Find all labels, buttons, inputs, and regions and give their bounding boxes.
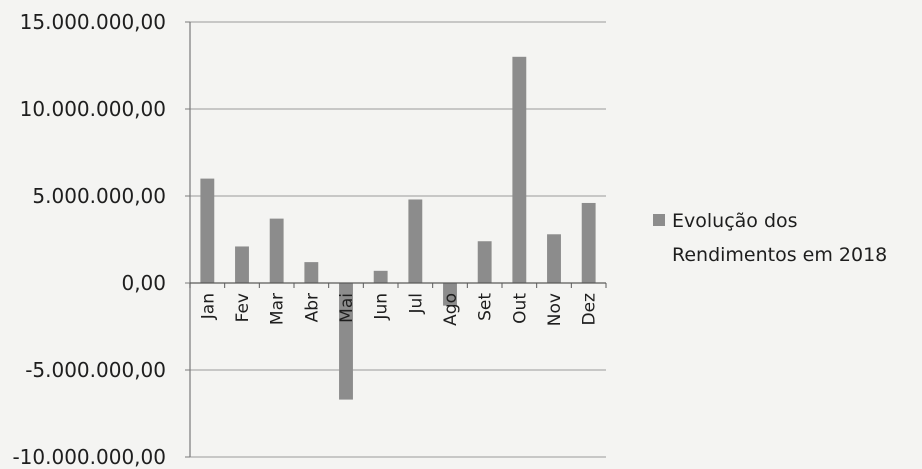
bar-nov bbox=[547, 234, 561, 283]
x-tick-labels: Jan Fev Mar Abr Mai Jun Jul Ago Set Out Nov Dez bbox=[198, 293, 599, 327]
bar-jun bbox=[373, 270, 388, 283]
bar-out bbox=[512, 56, 527, 283]
bar-mai bbox=[339, 283, 353, 400]
bar-set bbox=[477, 241, 492, 283]
bar-mar bbox=[269, 218, 284, 283]
y-tick-labels: 15.000.000,00 10.000.000,00 5.000.000,00 0,… bbox=[12, 10, 166, 469]
legend-swatch bbox=[653, 214, 665, 226]
x-tick-label-ago: Ago bbox=[441, 293, 461, 326]
bars bbox=[200, 56, 596, 400]
legend: Evolução dos Rendimentos em 2018 bbox=[653, 210, 887, 266]
x-tick-label-fev: Fev bbox=[233, 293, 253, 322]
y-tick-label: 10.000.000,00 bbox=[20, 97, 166, 121]
x-tick-label-jan: Jan bbox=[198, 293, 218, 320]
bar-jan bbox=[200, 178, 215, 283]
legend-label-line-1: Evolução dos bbox=[672, 210, 798, 232]
x-tick-label-jun: Jun bbox=[372, 293, 392, 321]
axes bbox=[185, 21, 607, 458]
bar-fev bbox=[235, 246, 249, 283]
x-tick-label-mar: Mar bbox=[268, 293, 288, 325]
x-tick-label-abr: Abr bbox=[302, 293, 322, 322]
y-tick-label: 0,00 bbox=[121, 271, 166, 295]
bar-ago bbox=[443, 283, 457, 306]
legend-label-line-2: Rendimentos em 2018 bbox=[672, 244, 887, 266]
y-tick-label: -5.000.000,00 bbox=[25, 358, 166, 382]
y-tick-label: -10.000.000,00 bbox=[12, 445, 166, 469]
bar-abr bbox=[304, 262, 319, 283]
x-tick-label-nov: Nov bbox=[545, 293, 565, 326]
x-tick-label-set: Set bbox=[476, 293, 496, 321]
gridlines bbox=[190, 21, 606, 458]
x-tick-label-out: Out bbox=[510, 293, 530, 324]
y-tick-label: 5.000.000,00 bbox=[32, 184, 166, 208]
x-tick-label-mai: Mai bbox=[337, 293, 357, 323]
bar-jul bbox=[408, 199, 423, 283]
y-tick-label: 15.000.000,00 bbox=[20, 10, 166, 34]
x-tick-label-dez: Dez bbox=[580, 293, 600, 326]
x-tick-label-jul: Jul bbox=[406, 293, 426, 315]
bar-dez bbox=[581, 202, 596, 283]
